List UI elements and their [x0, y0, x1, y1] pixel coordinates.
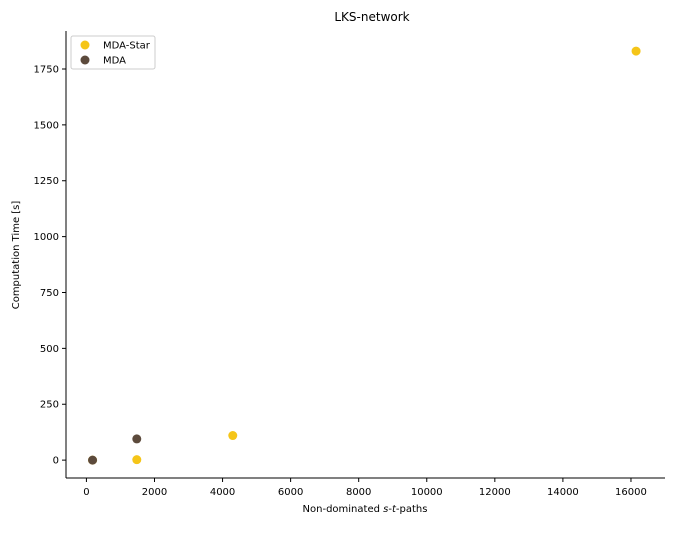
data-points	[88, 46, 641, 465]
data-point-mda-star	[631, 46, 641, 56]
chart-title: LKS-network	[334, 10, 409, 24]
x-tick-label: 4000	[210, 487, 235, 498]
y-tick-label: 1250	[34, 176, 59, 187]
x-tick-label: 10000	[411, 487, 443, 498]
data-point-mda-star	[228, 431, 238, 441]
x-axis-label-part: Non-dominated	[303, 504, 384, 515]
legend-box	[70, 35, 156, 70]
data-point-mda	[132, 434, 142, 444]
data-point-mda	[88, 455, 98, 465]
x-axis-label-italic-t: t	[392, 504, 397, 515]
x-axis-label-italic-s: s	[383, 504, 388, 515]
legend-marker-mda	[80, 55, 90, 65]
y-tick-label: 1750	[34, 64, 59, 75]
x-axis-label-suffix: -paths	[396, 504, 428, 515]
data-point-mda-star	[132, 455, 142, 465]
y-tick-label: 250	[40, 400, 59, 411]
legend-marker-mda-star	[80, 40, 90, 50]
y-tick-label: 750	[40, 288, 59, 299]
legend-label-mda: MDA	[103, 56, 126, 67]
x-tick-label: 2000	[142, 487, 167, 498]
x-ticks: 0 2000 4000 6000 8000 10000 12000 14000 16000	[83, 478, 647, 498]
y-tick-label: 1500	[34, 120, 59, 131]
x-tick-label: 16000	[615, 487, 647, 498]
x-tick-label: 14000	[547, 487, 579, 498]
x-tick-label: 12000	[479, 487, 511, 498]
x-tick-label: 0	[83, 487, 89, 498]
y-tick-label: 0	[53, 456, 59, 467]
legend: MDA-Star MDA	[70, 35, 156, 70]
axes	[65, 31, 665, 479]
x-axis-label: Non-dominated s-t-paths	[303, 504, 428, 515]
y-tick-label: 500	[40, 344, 59, 355]
y-ticks: 0 250 500 750 1000 1250 1500 1750	[34, 64, 66, 467]
x-tick-label: 8000	[346, 487, 371, 498]
x-tick-label: 6000	[278, 487, 303, 498]
y-axis-label: Computation Time [s]	[11, 201, 22, 310]
y-tick-label: 1000	[34, 232, 59, 243]
legend-label-mda-star: MDA-Star	[103, 41, 151, 52]
x-axis-label-dash: -	[388, 504, 392, 515]
